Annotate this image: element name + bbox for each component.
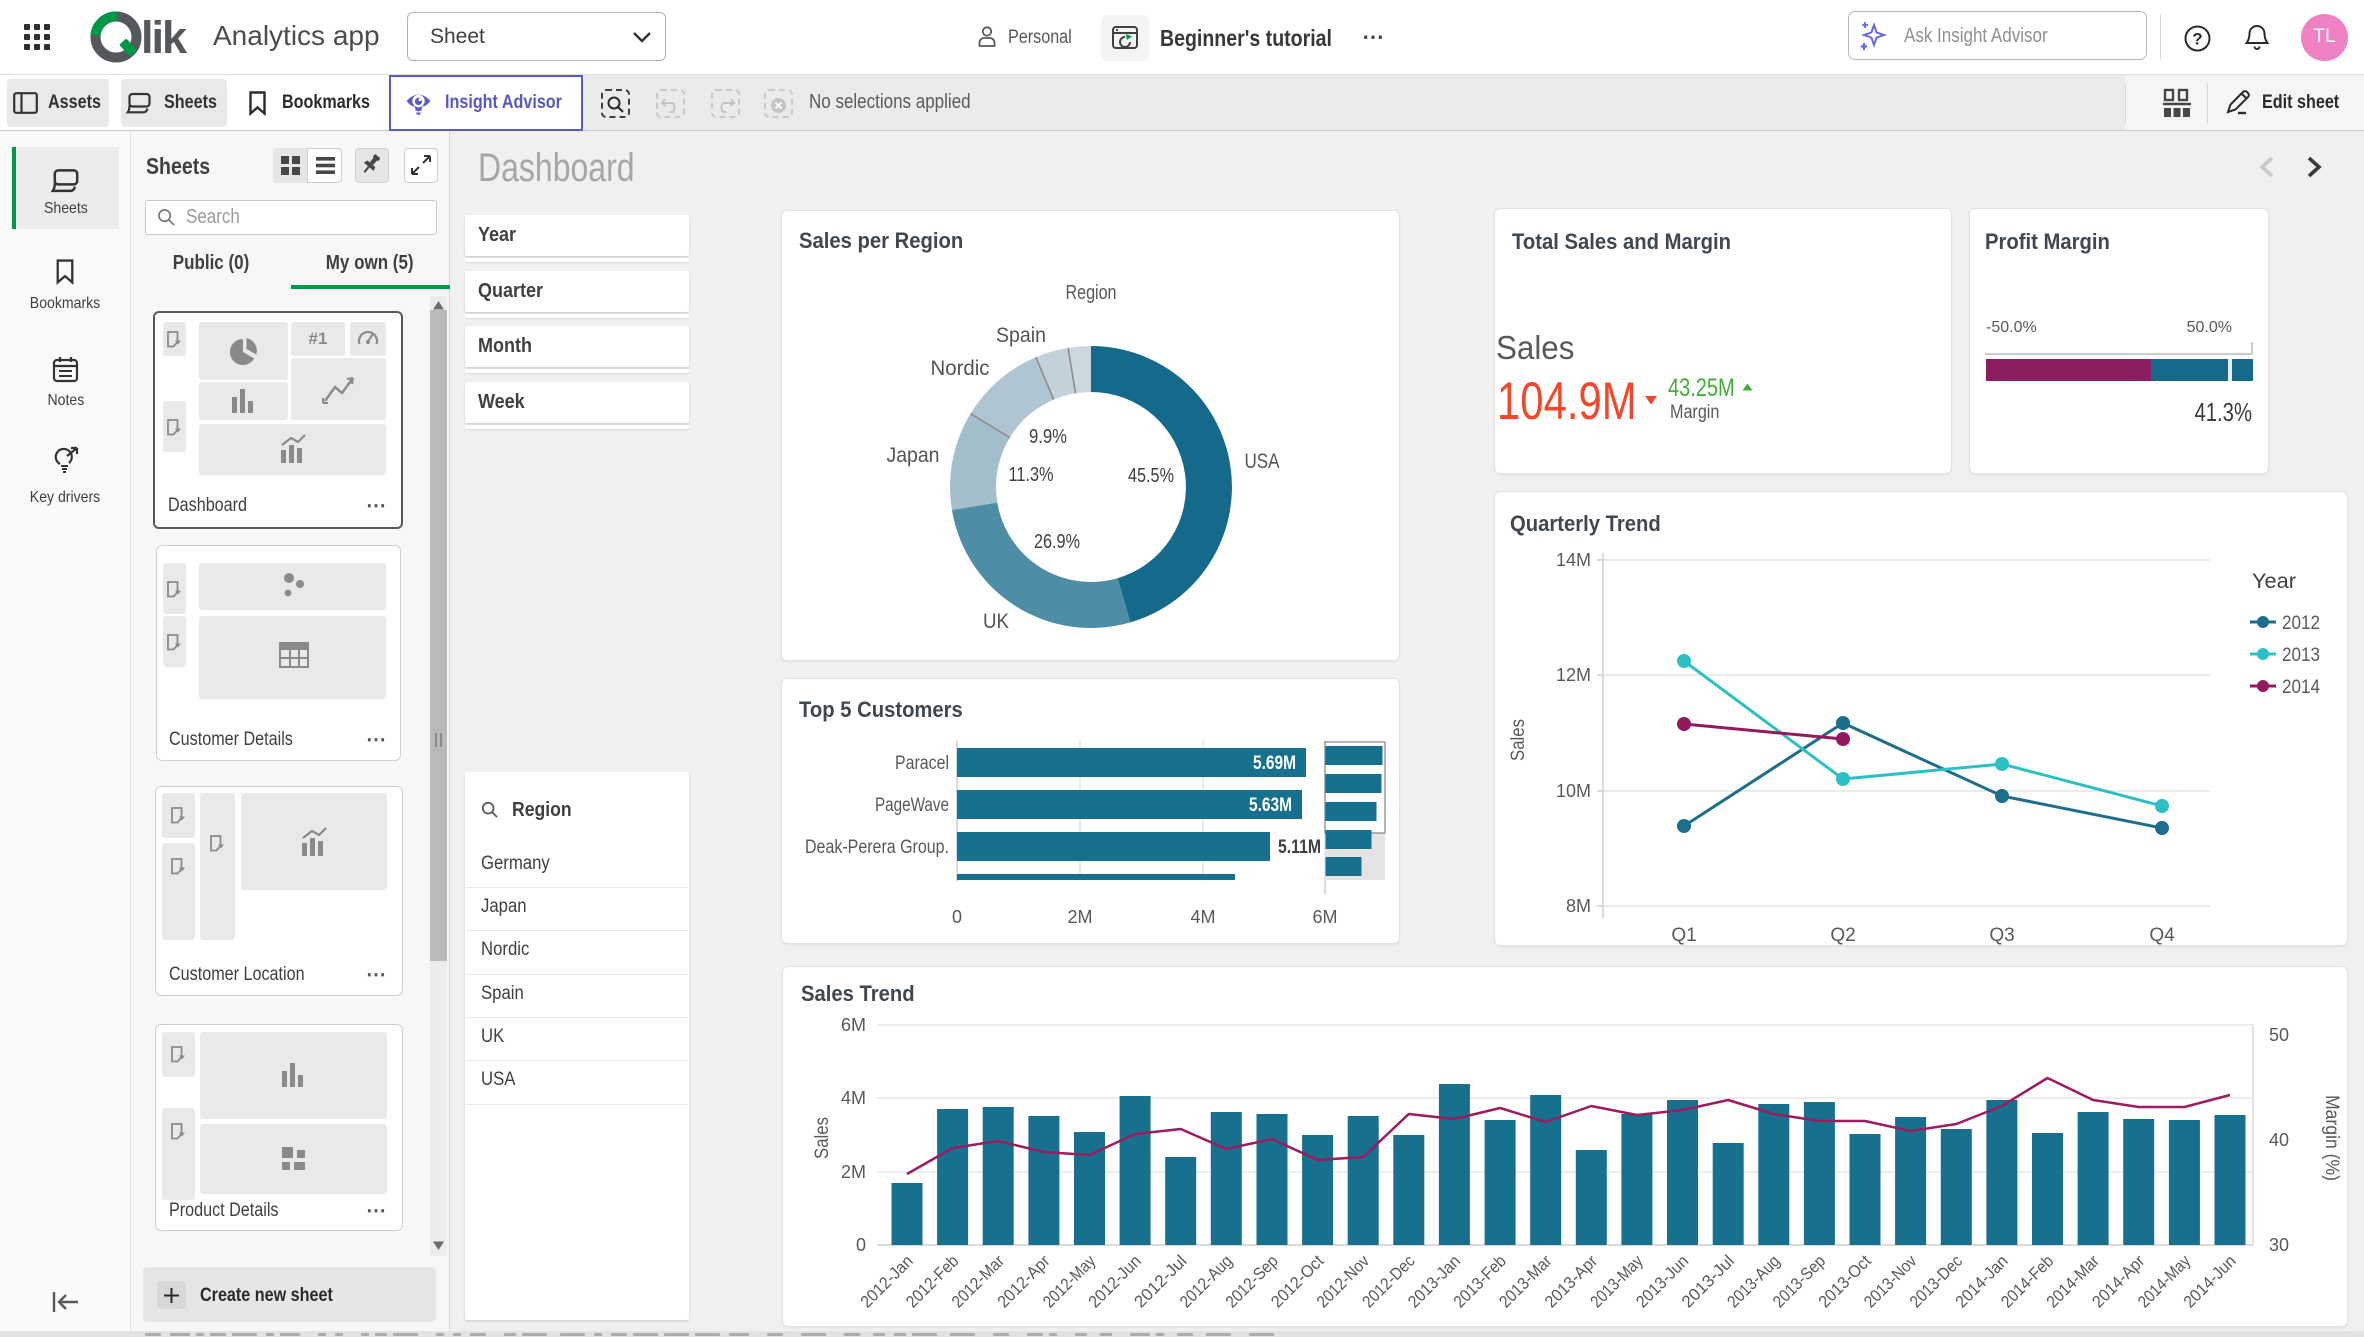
svg-text:Q3: Q3 xyxy=(1989,925,2014,946)
svg-text:6M: 6M xyxy=(1312,907,1337,927)
svg-text:UK: UK xyxy=(983,610,1009,633)
svg-text:lik: lik xyxy=(141,12,188,63)
svg-text:4M: 4M xyxy=(841,1088,866,1108)
svg-text:USA: USA xyxy=(1245,450,1280,473)
svg-text:6M: 6M xyxy=(841,1015,866,1035)
svg-text:0: 0 xyxy=(856,1235,866,1255)
svg-text:9.9%: 9.9% xyxy=(1029,426,1067,448)
svg-text:Sales: Sales xyxy=(812,1117,833,1159)
svg-text:11.3%: 11.3% xyxy=(1009,464,1054,486)
svg-text:?: ? xyxy=(2192,30,2202,49)
svg-text:12M: 12M xyxy=(1556,665,1591,685)
svg-text:45.5%: 45.5% xyxy=(1128,465,1174,487)
svg-text:Margin (%): Margin (%) xyxy=(2321,1095,2342,1181)
svg-text:2013: 2013 xyxy=(2282,645,2320,666)
svg-text:30: 30 xyxy=(2269,1235,2289,1255)
svg-text:5.63M: 5.63M xyxy=(1249,795,1292,816)
svg-text:Q2: Q2 xyxy=(1830,925,1855,946)
svg-text:Sales: Sales xyxy=(1508,719,1529,761)
svg-text:0: 0 xyxy=(952,907,962,927)
svg-text:Paracel: Paracel xyxy=(895,753,949,774)
svg-text:40: 40 xyxy=(2269,1130,2289,1150)
svg-text:2M: 2M xyxy=(1067,907,1092,927)
svg-text:10M: 10M xyxy=(1556,781,1591,801)
svg-text:4M: 4M xyxy=(1190,907,1215,927)
svg-text:2M: 2M xyxy=(841,1162,866,1182)
svg-text:Region: Region xyxy=(1066,282,1117,304)
svg-text:26.9%: 26.9% xyxy=(1034,531,1080,553)
svg-text:Japan: Japan xyxy=(887,444,940,467)
svg-text:50: 50 xyxy=(2269,1025,2289,1045)
svg-text:5.11M: 5.11M xyxy=(1278,837,1321,858)
svg-text:Q4: Q4 xyxy=(2149,925,2175,946)
svg-text:Year: Year xyxy=(2252,570,2296,593)
svg-text:PageWave: PageWave xyxy=(875,795,949,816)
svg-text:Deak-Perera Group.: Deak-Perera Group. xyxy=(805,837,949,858)
svg-text:8M: 8M xyxy=(1566,896,1591,916)
svg-text:Q1: Q1 xyxy=(1671,925,1696,946)
svg-text:Nordic: Nordic xyxy=(931,357,990,380)
svg-text:5.69M: 5.69M xyxy=(1253,753,1296,774)
svg-text:2014: 2014 xyxy=(2282,677,2320,698)
svg-text:2012: 2012 xyxy=(2282,613,2320,634)
svg-text:14M: 14M xyxy=(1556,550,1591,570)
svg-text:Spain: Spain xyxy=(996,324,1046,347)
